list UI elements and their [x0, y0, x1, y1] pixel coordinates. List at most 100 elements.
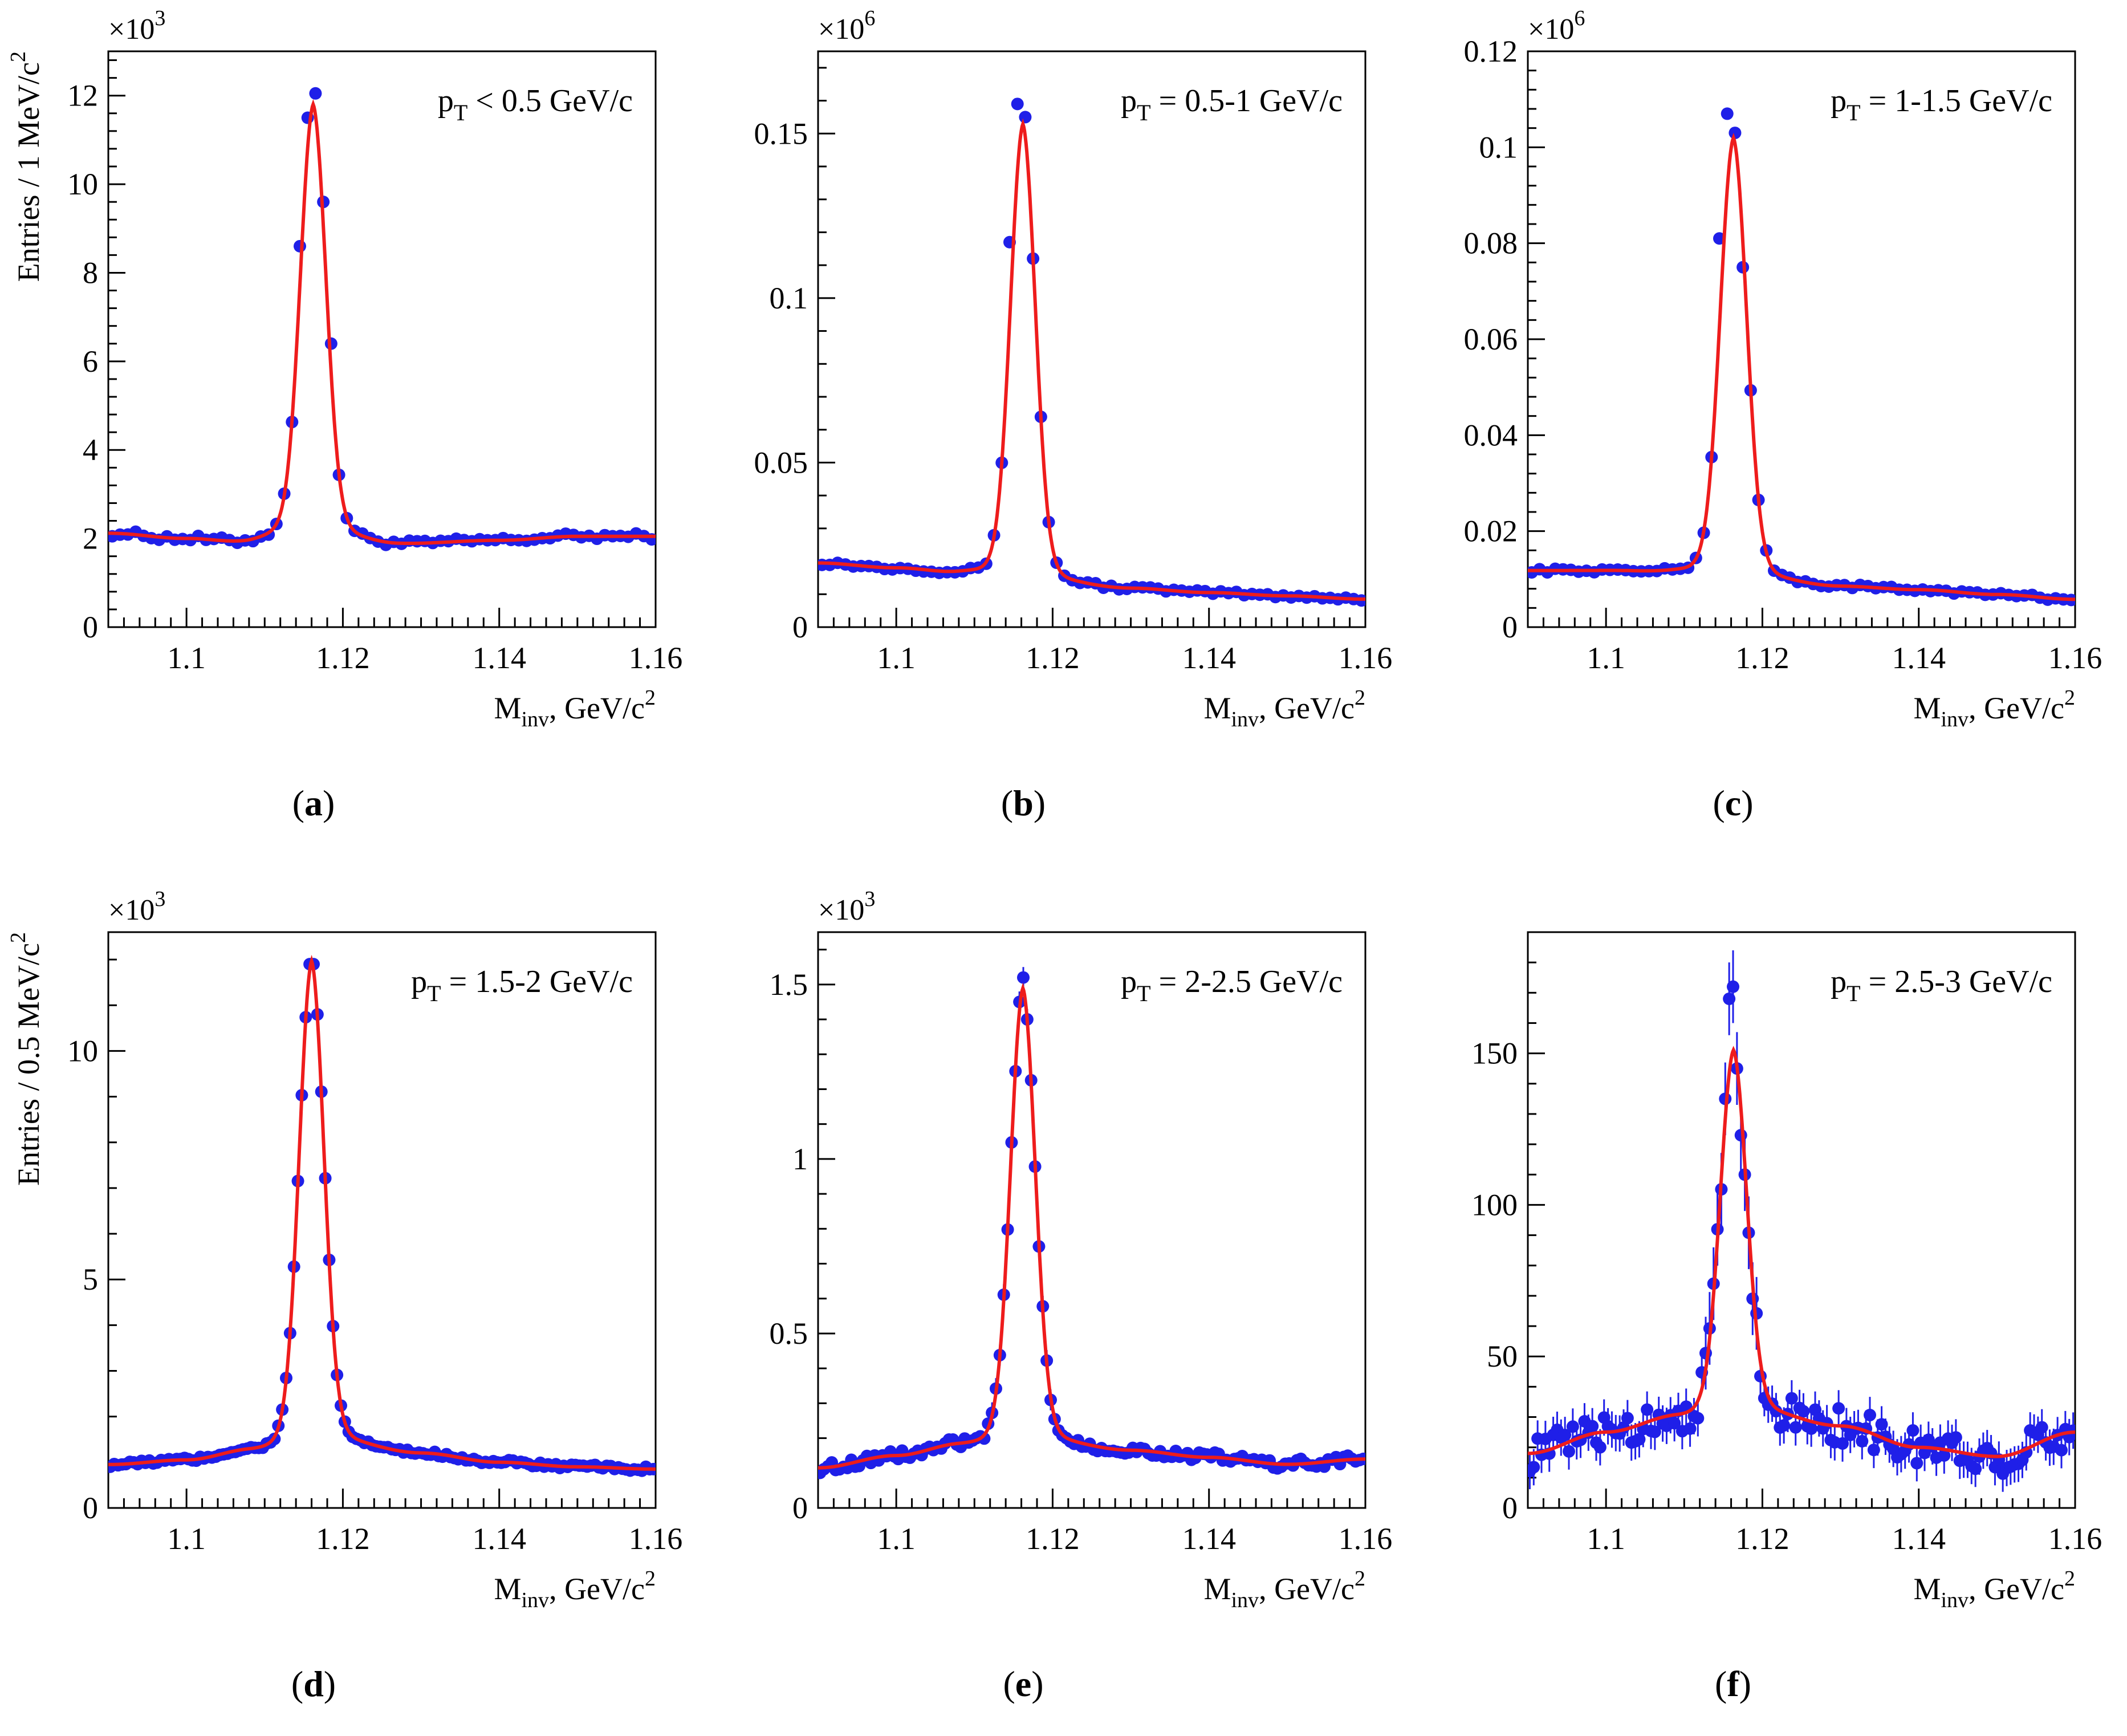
chart-panel-b: 1.1 1.12 1.14 1.16 0 0.05 0.1 0.15 ×106 Minv, GeV…	[710, 0, 1417, 855]
x-tick-label: 1.14	[1182, 641, 1236, 675]
panel-caption: (c)	[1713, 783, 1753, 823]
data-point	[1019, 111, 1032, 124]
chart-svg-d: 1.1 1.12 1.14 1.16 0 5 10 ×103 Minv, GeV/c2 Entri…	[6, 887, 683, 1704]
chart-svg-f: 1.1 1.12 1.14 1.16 0 50 100 150 Minv, GeV/c2 pT =…	[1471, 931, 2102, 1704]
data-points	[1528, 950, 2075, 1492]
data-point	[1727, 980, 1739, 993]
data-points	[818, 967, 1365, 1479]
x-tick-label: 1.16	[629, 641, 683, 675]
x-tick-label: 1.1	[167, 641, 206, 675]
y-tick-label: 0.15	[754, 116, 808, 151]
y-tick-label: 0.02	[1464, 514, 1518, 548]
data-points	[818, 97, 1365, 607]
data-points	[1528, 107, 2075, 607]
axis-multiplier: ×106	[1528, 6, 1585, 46]
data-point	[1528, 1461, 1540, 1474]
fit-curve	[1528, 132, 2075, 601]
plot-frame	[107, 931, 657, 1509]
y-tick-label: 0.04	[1464, 418, 1518, 452]
x-tick-label: 1.12	[316, 641, 370, 675]
fit-curve	[108, 954, 656, 1471]
pt-range-label: pT = 1-1.5 GeV/c	[1831, 83, 2052, 125]
y-tick-label: 12	[67, 79, 98, 113]
y-tick-label: 0	[83, 1491, 98, 1525]
x-tick-label: 1.1	[877, 1522, 916, 1556]
y-tick-label: 100	[1471, 1188, 1518, 1222]
x-tick-label: 1.1	[167, 1522, 206, 1556]
x-axis-title: Minv, GeV/c2	[494, 686, 656, 731]
x-tick-label: 1.1	[1587, 1522, 1625, 1556]
axis-multiplier: ×103	[108, 887, 165, 926]
chart-svg-c: 1.1 1.12 1.14 1.16 0 0.02 0.04 0.06 0.08 0.1 0.12 ×…	[1464, 6, 2102, 823]
axis-multiplier: ×103	[818, 887, 875, 926]
y-tick-label: 0	[792, 610, 808, 644]
data-point	[1563, 1445, 1575, 1458]
data-point	[294, 239, 306, 253]
data-point	[978, 1432, 991, 1445]
y-tick-label: 0.05	[754, 445, 808, 479]
chart-svg-a: 1.1 1.12 1.14 1.16 0 2 4 6 8 10 12 ×103 Minv, GeV/c2…	[6, 6, 683, 823]
y-tick-label: 0	[1502, 610, 1518, 644]
y-tick-label: 1	[792, 1142, 808, 1176]
chart-panel-e: 1.1 1.12 1.14 1.16 0 0.5 1 1.5 ×103 Minv, GeV/c2 p…	[710, 881, 1417, 1736]
y-tick-label: 150	[1471, 1036, 1518, 1071]
plot-frame	[817, 931, 1367, 1509]
panel-caption: (d)	[291, 1664, 336, 1704]
x-tick-label: 1.16	[629, 1522, 683, 1556]
y-tick-label: 0.1	[770, 281, 808, 315]
y-tick-label: 0	[83, 610, 98, 644]
panel-caption: (f)	[1715, 1664, 1751, 1704]
y-tick-label: 10	[67, 167, 98, 201]
plot-frame	[107, 50, 657, 628]
pt-range-label: pT = 1.5-2 GeV/c	[411, 964, 633, 1006]
x-tick-label: 1.14	[472, 1522, 526, 1556]
chart-panel-d: 1.1 1.12 1.14 1.16 0 5 10 ×103 Minv, GeV/c2 Entri…	[0, 881, 707, 1736]
data-point	[1949, 1431, 1962, 1444]
y-tick-label: 50	[1487, 1339, 1518, 1373]
data-point	[1906, 1424, 1919, 1437]
x-tick-label: 1.16	[2048, 1522, 2102, 1556]
panel-caption: (a)	[292, 783, 335, 823]
x-tick-label: 1.12	[1026, 641, 1080, 675]
y-tick-label: 0.1	[1479, 130, 1518, 164]
panel-caption: (e)	[1003, 1664, 1043, 1704]
plot-frame	[1527, 50, 2076, 628]
data-point	[1011, 97, 1024, 111]
y-tick-label: 0.06	[1464, 322, 1518, 356]
data-point	[309, 87, 322, 100]
x-tick-label: 1.14	[1892, 1522, 1946, 1556]
y-tick-label: 0	[792, 1491, 808, 1525]
panel-caption: (b)	[1001, 783, 1046, 823]
x-axis-title: Minv, GeV/c2	[1203, 686, 1365, 731]
x-tick-label: 1.12	[1026, 1522, 1080, 1556]
x-axis-title: Minv, GeV/c2	[1913, 686, 2075, 731]
data-point	[1785, 1392, 1798, 1405]
x-tick-label: 1.14	[472, 641, 526, 675]
data-point	[1832, 1402, 1845, 1415]
chart-svg-b: 1.1 1.12 1.14 1.16 0 0.05 0.1 0.15 ×106 Minv, GeV…	[754, 6, 1393, 823]
x-tick-label: 1.14	[1182, 1522, 1236, 1556]
x-tick-label: 1.16	[1339, 1522, 1393, 1556]
y-axis-title: Entries / 1 MeV/c2	[6, 51, 46, 282]
chart-svg-e: 1.1 1.12 1.14 1.16 0 0.5 1 1.5 ×103 Minv, GeV/c2 p…	[770, 887, 1393, 1704]
y-tick-label: 0	[1502, 1491, 1518, 1525]
y-axis-title: Entries / 0.5 MeV/c2	[6, 932, 46, 1186]
y-tick-label: 2	[83, 522, 98, 556]
data-point	[1621, 1412, 1634, 1425]
y-tick-label: 10	[67, 1034, 98, 1068]
pt-range-label: pT = 0.5-1 GeV/c	[1121, 83, 1343, 125]
pt-range-label: pT = 2.5-3 GeV/c	[1831, 964, 2052, 1006]
chart-panel-a: 1.1 1.12 1.14 1.16 0 2 4 6 8 10 12 ×103 Minv, GeV/c2…	[0, 0, 707, 855]
y-tick-label: 5	[83, 1262, 98, 1296]
x-tick-label: 1.12	[1735, 1522, 1790, 1556]
axis-multiplier: ×106	[818, 6, 875, 46]
data-points	[108, 87, 656, 551]
x-tick-label: 1.14	[1892, 641, 1946, 675]
pt-range-label: pT = 2-2.5 GeV/c	[1121, 964, 1343, 1006]
data-points	[108, 958, 656, 1477]
chart-panel-c: 1.1 1.12 1.14 1.16 0 0.02 0.04 0.06 0.08 0.1 0.12 ×…	[1420, 0, 2126, 855]
x-tick-label: 1.1	[1587, 641, 1625, 675]
data-point	[1721, 107, 1734, 120]
y-tick-label: 0.08	[1464, 226, 1518, 261]
